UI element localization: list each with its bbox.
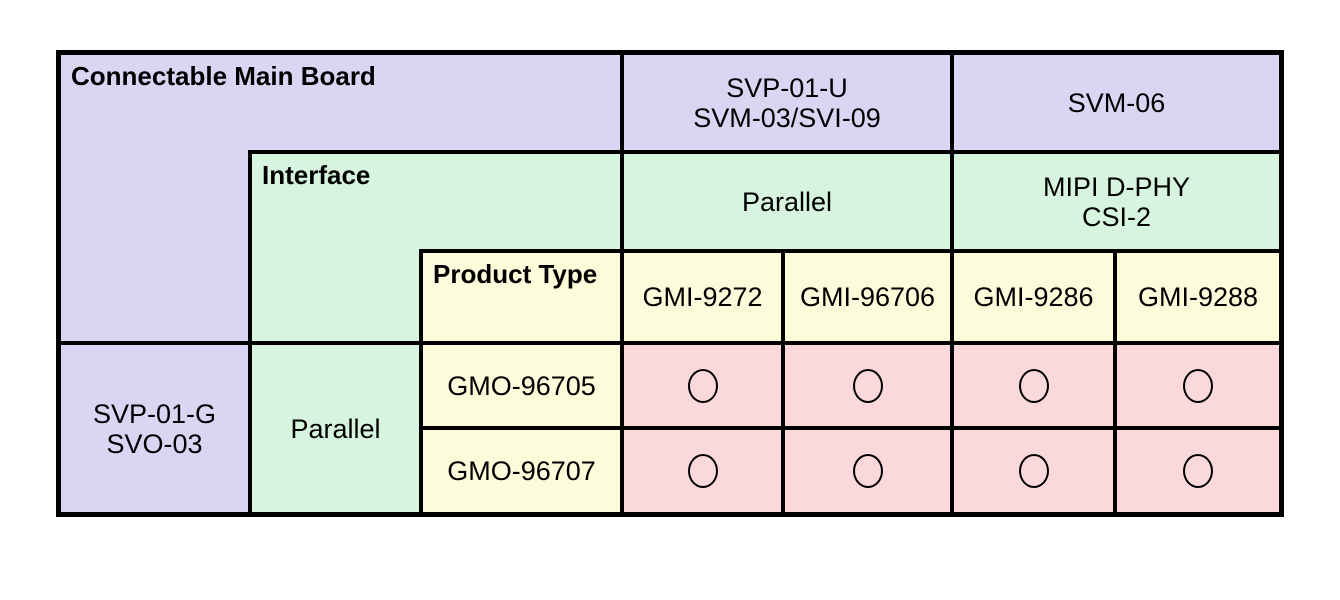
compatible-circle-icon — [1018, 368, 1049, 403]
compatibility-cell — [954, 430, 1113, 512]
corner-header-label: Connectable Main Board — [71, 61, 376, 91]
main-board-column-header: SVP-01-U SVM-03/SVI-09 — [624, 55, 950, 150]
output-product-row-header: GMO-96707 — [423, 430, 620, 512]
camera-product-column-header: GMI-9286 — [954, 253, 1113, 341]
compatibility-cell — [1117, 430, 1279, 512]
product-type-header-cell: Product Type — [423, 253, 620, 341]
product-type-header-label: Product Type — [433, 259, 598, 289]
camera-product-column-header: GMI-9288 — [1117, 253, 1279, 341]
camera-product-name: GMI-9288 — [1137, 282, 1259, 312]
main-board-name: SVP-01-U — [726, 72, 848, 103]
row-board-name: SVP-01-G — [92, 398, 217, 429]
row-interface-cell: Parallel — [252, 345, 419, 512]
compatible-circle-icon — [1183, 368, 1213, 403]
compatible-circle-icon — [852, 454, 883, 488]
output-product-name: GMO-96705 — [447, 370, 596, 401]
interface-name: CSI-2 — [1081, 201, 1152, 232]
interface-name: Parallel — [741, 186, 833, 217]
main-board-name: SVM-03/SVI-09 — [693, 102, 881, 133]
main-board-column-header: SVM-06 — [954, 55, 1279, 150]
main-board-name: SVM-06 — [1067, 87, 1166, 118]
compatibility-cell — [1117, 345, 1279, 426]
compatibility-cell — [954, 345, 1113, 426]
interface-column-header: Parallel — [624, 154, 950, 249]
camera-product-column-header: GMI-96706 — [785, 253, 950, 341]
row-board-cell: SVP-01-G SVO-03 — [61, 345, 248, 512]
row-interface-name: Parallel — [290, 413, 381, 444]
compatible-circle-icon — [852, 368, 883, 403]
corner-header-cell: Connectable Main Board — [61, 55, 620, 150]
row-board-name: SVO-03 — [106, 428, 203, 459]
interface-name: MIPI D-PHY — [1042, 171, 1190, 202]
interface-header-cell: Interface — [252, 154, 620, 249]
output-product-name: GMO-96707 — [447, 456, 596, 486]
camera-product-name: GMI-9286 — [973, 282, 1094, 312]
interface-header-label: Interface — [262, 160, 371, 190]
compatible-circle-icon — [687, 454, 718, 488]
compatibility-cell — [624, 345, 781, 426]
camera-product-column-header: GMI-9272 — [624, 253, 781, 341]
camera-product-name: GMI-96706 — [799, 282, 936, 312]
compatibility-cell — [624, 430, 781, 512]
compatible-circle-icon — [1018, 454, 1049, 488]
interface-column-header: MIPI D-PHY CSI-2 — [954, 154, 1279, 249]
compatibility-cell — [785, 345, 950, 426]
compatible-circle-icon — [687, 368, 718, 403]
compatible-circle-icon — [1183, 454, 1213, 488]
output-product-row-header: GMO-96705 — [423, 345, 620, 426]
camera-product-name: GMI-9272 — [642, 282, 763, 312]
compatibility-cell — [785, 430, 950, 512]
